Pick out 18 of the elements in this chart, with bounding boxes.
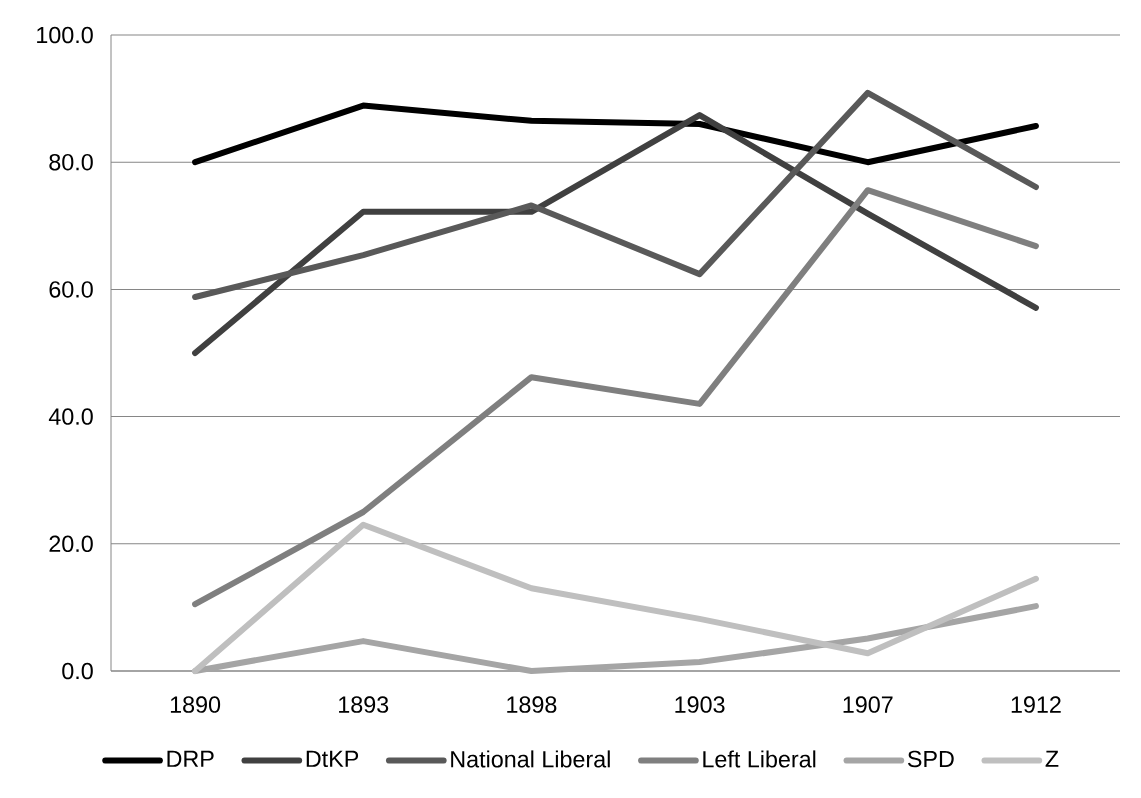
- x-tick-label: 1890: [170, 696, 221, 713]
- y-tick-label: 100.0: [37, 26, 93, 44]
- x-tick-label: 1907: [843, 696, 893, 713]
- x-tick-label: 1912: [1011, 696, 1061, 713]
- x-tick-label: 1893: [339, 696, 389, 713]
- y-tick-label: 20.0: [49, 535, 93, 553]
- legend-label: National Liberal: [451, 750, 610, 768]
- legend-label: DRP: [167, 750, 214, 767]
- x-tick-label: 1898: [507, 696, 557, 713]
- legend-label: Z: [1045, 750, 1059, 767]
- y-tick-label: 40.0: [48, 408, 93, 425]
- y-tick-label: 80.0: [49, 153, 93, 171]
- legend-label: DtKP: [306, 750, 359, 768]
- legend-label: Left Liberal: [703, 750, 816, 768]
- y-tick-label: 0.0: [62, 662, 93, 680]
- legend-label: SPD: [907, 750, 954, 768]
- y-tick-label: 60.0: [49, 281, 93, 298]
- x-tick-label: 1903: [675, 696, 725, 713]
